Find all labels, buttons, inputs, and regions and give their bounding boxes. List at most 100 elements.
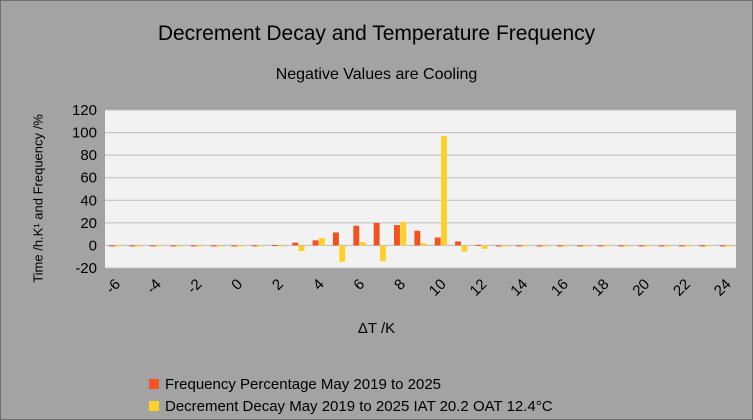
bar-decrement-decay-7	[379, 245, 386, 262]
bar-frequency--1	[210, 245, 217, 247]
bar-frequency--6	[109, 245, 115, 247]
bar-frequency-11	[455, 241, 462, 246]
plot-area	[105, 110, 736, 268]
x-tick-label: 12	[467, 276, 491, 300]
bar-frequency-19	[617, 245, 624, 247]
x-tick-label: 18	[589, 276, 613, 300]
x-tick-label: 4	[310, 276, 328, 294]
bar-decrement-decay-2	[278, 245, 285, 247]
x-tick-label: 20	[629, 276, 653, 300]
legend-entry-decrement-decay: Decrement Decay May 2019 to 2025 IAT 20.…	[149, 395, 553, 417]
bar-decrement-decay-23	[705, 245, 712, 247]
y-tick-labels: -20 0 20 40 60 80 100 120	[72, 102, 97, 277]
bar-frequency--3	[170, 245, 177, 247]
bar-frequency-1	[251, 245, 258, 247]
bar-frequency-8	[394, 225, 400, 246]
bar-decrement-decay-12	[481, 245, 488, 249]
bar-frequency-9	[414, 230, 421, 246]
x-tick-label: -2	[184, 276, 205, 297]
bar-frequency-0	[231, 245, 238, 247]
y-axis-title: Time /h.K¹ and Frequency /%	[30, 114, 46, 283]
bar-frequency-12	[475, 244, 482, 246]
x-tick-label: 22	[670, 276, 694, 300]
legend-label-decrement-decay: Decrement Decay May 2019 to 2025 IAT 20.…	[165, 397, 553, 415]
x-tick-label: 14	[507, 276, 531, 300]
bar-decrement-decay-1	[257, 245, 264, 247]
bar-decrement-decay-9	[420, 243, 427, 246]
bar-frequency-3	[292, 242, 299, 246]
bar-decrement-decay-13	[502, 245, 509, 247]
bar-decrement-decay-15	[542, 245, 549, 247]
bar-frequency-21	[658, 245, 665, 247]
legend: Frequency Percentage May 2019 to 2025 De…	[149, 373, 553, 417]
bar-decrement-decay-11	[461, 245, 468, 252]
bar-frequency--4	[149, 245, 156, 247]
bar-frequency--5	[129, 245, 136, 247]
x-tick-label: -6	[103, 276, 124, 297]
bar-frequency-17	[577, 245, 584, 247]
bar-decrement-decay--5	[135, 245, 142, 247]
bar-decrement-decay--3	[176, 245, 183, 247]
bar-decrement-decay--6	[115, 245, 122, 247]
legend-label-frequency: Frequency Percentage May 2019 to 2025	[165, 375, 442, 393]
legend-swatch-decrement-decay	[149, 401, 159, 411]
bar-frequency-13	[495, 245, 502, 247]
x-tick-label: 16	[548, 276, 572, 300]
bar-decrement-decay-10	[441, 135, 447, 246]
x-tick-label: -4	[143, 276, 164, 297]
bar-frequency-18	[597, 245, 604, 247]
bars	[109, 135, 732, 262]
bar-frequency-4	[312, 240, 319, 246]
x-tick-label: 6	[350, 276, 368, 294]
bar-frequency-24	[719, 245, 726, 247]
bar-frequency-16	[556, 245, 563, 247]
bar-frequency--2	[190, 245, 197, 247]
bar-decrement-decay-17	[583, 245, 590, 247]
bar-decrement-decay-4	[318, 238, 325, 246]
x-tick-label: 2	[269, 276, 287, 294]
bar-frequency-15	[536, 245, 543, 247]
y-tick-label: 20	[80, 215, 97, 232]
x-tick-label: 10	[426, 276, 450, 300]
bar-decrement-decay-19	[624, 245, 631, 247]
x-tick-label: 8	[391, 276, 409, 294]
bar-decrement-decay-6	[359, 242, 366, 246]
bar-decrement-decay-20	[644, 245, 651, 247]
bar-frequency-6	[353, 225, 360, 246]
bar-frequency-5	[332, 232, 339, 246]
bar-frequency-22	[679, 245, 685, 247]
legend-entry-frequency: Frequency Percentage May 2019 to 2025	[149, 373, 553, 395]
bar-decrement-decay--2	[196, 245, 203, 247]
y-tick-label: 60	[80, 170, 97, 187]
x-tick-label: 24	[711, 276, 735, 300]
x-axis-title: ΔT /K	[357, 320, 396, 337]
bar-decrement-decay-3	[298, 245, 305, 252]
y-tick-label: 0	[89, 237, 97, 254]
gridlines	[105, 109, 736, 269]
bar-frequency-20	[638, 245, 645, 247]
chart-subtitle: Negative Values are Cooling	[275, 66, 478, 83]
bar-decrement-decay-14	[522, 245, 529, 247]
bar-frequency-14	[516, 245, 523, 247]
y-tick-label: 100	[72, 125, 97, 142]
bar-decrement-decay-5	[339, 245, 346, 262]
bar-decrement-decay-16	[563, 245, 570, 247]
y-tick-label: 80	[80, 147, 97, 164]
y-tick-label: 40	[80, 192, 97, 209]
y-tick-label: 120	[72, 102, 97, 119]
y-tick-label: -20	[75, 260, 97, 277]
bar-frequency-7	[373, 222, 380, 246]
bar-decrement-decay-18	[603, 245, 610, 247]
bar-decrement-decay-22	[685, 245, 692, 247]
bar-decrement-decay--1	[217, 245, 224, 247]
bar-decrement-decay-21	[664, 245, 671, 247]
bar-frequency-2	[271, 245, 278, 247]
x-tick-labels: -6 -4 -2 0 2 4 6 8 10 12 14 16 18 20 22 24	[103, 276, 735, 300]
chart-title: Decrement Decay and Temperature Frequenc…	[157, 22, 596, 45]
bar-decrement-decay-8	[400, 221, 407, 246]
bar-frequency-23	[699, 245, 706, 247]
bar-decrement-decay--4	[156, 245, 162, 247]
bar-decrement-decay-24	[726, 245, 732, 247]
